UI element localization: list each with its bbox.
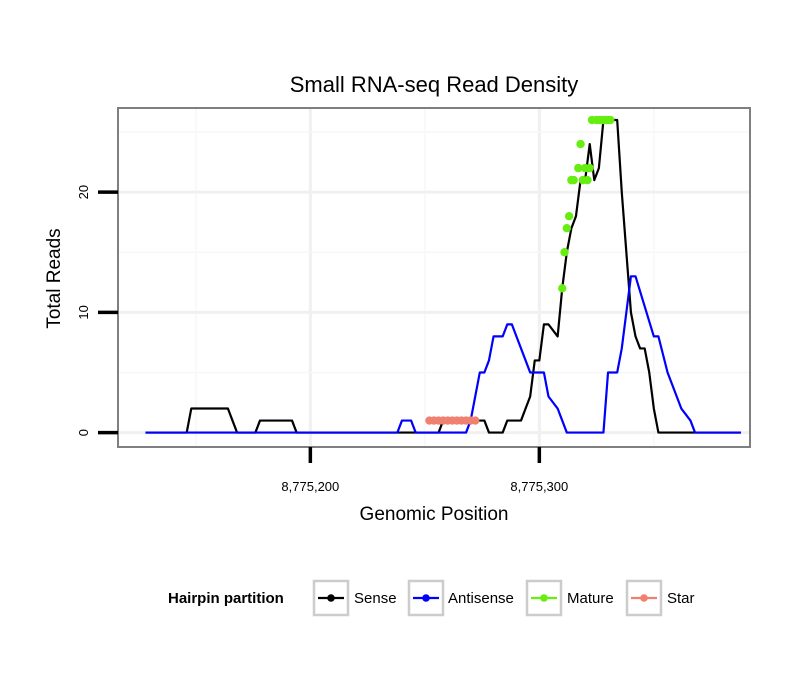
legend-item-mature: Mature	[525, 579, 614, 617]
sense-line	[145, 118, 741, 434]
series-sense	[145, 118, 741, 434]
legend-label: Sense	[354, 590, 397, 607]
mature-point	[576, 139, 585, 149]
series-layer	[145, 115, 741, 434]
legend-key-point	[422, 594, 430, 602]
axes: 8,775,200 8,775,300 0 10 20	[76, 107, 751, 494]
mature-point	[583, 175, 592, 185]
series-antisense	[145, 275, 741, 434]
chart-title: Small RNA-seq Read Density	[290, 72, 579, 97]
series-star	[425, 416, 480, 425]
x-tick-label: 8,775,300	[510, 479, 568, 494]
legend-item-antisense: Antisense	[407, 579, 514, 617]
antisense-line	[145, 275, 741, 434]
legend-key-point	[640, 594, 648, 602]
y-tick-label: 0	[76, 429, 91, 436]
mature-point	[560, 248, 569, 257]
mature-point	[574, 163, 583, 173]
legend-title: Hairpin partition	[168, 590, 284, 607]
mature-point	[562, 224, 572, 233]
y-tick-label: 20	[76, 185, 91, 199]
legend-item-star: Star	[625, 579, 695, 617]
panel-background	[118, 108, 750, 447]
plot-panel	[118, 108, 750, 447]
star-point	[471, 416, 480, 425]
series-mature	[558, 115, 615, 293]
legend-label: Mature	[567, 590, 614, 607]
legend-item-sense: Sense	[312, 579, 397, 617]
legend: Hairpin partition Sense Antisense Mature St…	[168, 579, 695, 617]
legend-label: Star	[667, 590, 695, 607]
mature-point	[606, 115, 615, 125]
legend-key-point	[540, 594, 548, 602]
panel-border	[117, 107, 751, 448]
x-tick-label: 8,775,200	[281, 479, 339, 494]
x-axis-title: Genomic Position	[360, 504, 509, 525]
y-tick-label: 10	[76, 305, 91, 319]
legend-label: Antisense	[448, 590, 514, 607]
mature-point	[564, 211, 574, 221]
mature-point	[558, 284, 567, 293]
mature-point	[585, 163, 594, 173]
mature-point	[569, 175, 578, 185]
y-axis-title: Total Reads	[44, 228, 65, 328]
legend-key-point	[327, 594, 335, 602]
